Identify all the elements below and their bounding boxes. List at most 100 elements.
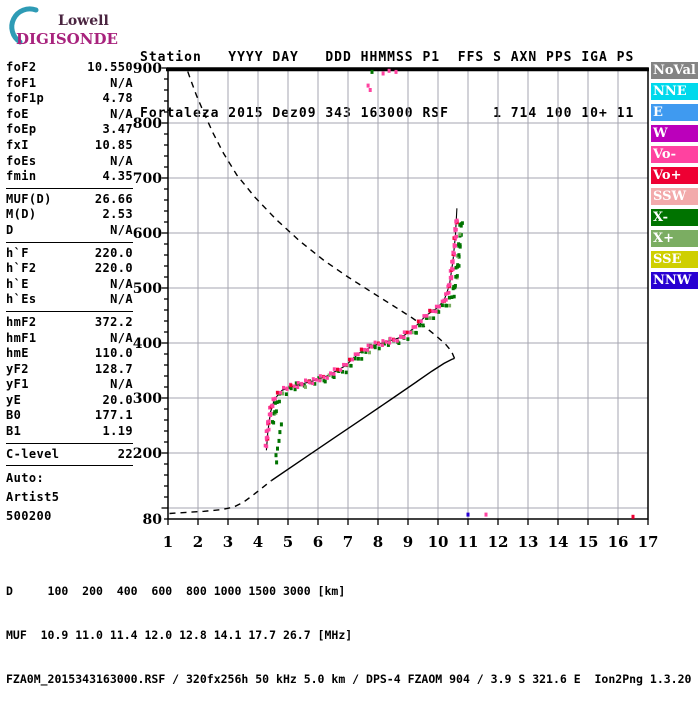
param-group-divider (6, 442, 133, 444)
param-value: 177.1 (94, 408, 133, 423)
param-label: fxI (6, 137, 29, 152)
characteristics-panel: foF2 10.550 foF1 N/A foF1p 4.78 foE N/A foEp 3.47… (6, 60, 133, 526)
svg-text:700: 700 (133, 171, 162, 187)
param-label: h`E (6, 276, 29, 291)
param-value: 4.35 (102, 169, 133, 184)
param-value: N/A (110, 330, 133, 345)
param-row-mufd: MUF(D) 26.66 (6, 192, 133, 208)
param-value: 110.0 (94, 346, 133, 361)
param-value: N/A (110, 377, 133, 392)
param-label: MUF(D) (6, 191, 52, 206)
param-label: foEs (6, 153, 37, 168)
param-value: 3.47 (102, 122, 133, 137)
param-label: h`F (6, 245, 29, 260)
param-label: M(D) (6, 207, 37, 222)
legend-label: NNW (653, 273, 692, 288)
legend-item-noval: NoVal (651, 62, 698, 79)
param-footer-line: 500200 (6, 509, 52, 524)
param-row-b1: B1 1.19 (6, 424, 133, 440)
svg-text:80: 80 (143, 512, 163, 528)
svg-text:13: 13 (518, 533, 539, 551)
param-label: foF1 (6, 75, 37, 90)
param-group-divider (6, 187, 133, 189)
legend-item-vo: Vo- (651, 146, 698, 163)
svg-text:300: 300 (133, 391, 162, 407)
param-row-foes: foEs N/A (6, 154, 133, 170)
legend-label: NNE (653, 84, 687, 99)
legend-item-sse: SSE (651, 251, 698, 268)
legend-item-nne: NNE (651, 83, 698, 100)
param-row-ye: yE 20.0 (6, 393, 133, 409)
logo-arc-icon: Lowell DIGISONDE (9, 6, 118, 48)
svg-text:16: 16 (608, 533, 629, 551)
legend-label: X- (653, 210, 669, 225)
param-row-hf: h`F 220.0 (6, 246, 133, 262)
footer-muf-row: MUF 10.9 11.0 11.4 12.0 12.8 14.1 17.7 2… (6, 627, 353, 642)
param-label: B0 (6, 408, 22, 423)
param-group-divider (6, 241, 133, 243)
echo-color-legend: NoVal NNE E W Vo- Vo+ SSW X- X+ SSE NNW (651, 62, 698, 293)
param-value: 4.78 (102, 91, 133, 106)
param-value: 20.0 (102, 392, 133, 407)
svg-text:17: 17 (638, 533, 659, 551)
svg-text:500: 500 (133, 281, 162, 297)
legend-item-vo: Vo+ (651, 167, 698, 184)
svg-text:5: 5 (283, 533, 293, 551)
param-value: 1.19 (102, 424, 133, 439)
param-row-d: D N/A (6, 223, 133, 239)
param-row-hf2: h`F2 220.0 (6, 261, 133, 277)
svg-text:15: 15 (578, 533, 599, 551)
param-label: C-level (6, 446, 60, 461)
legend-label: SSE (653, 252, 682, 267)
param-value: N/A (110, 292, 133, 307)
svg-text:2: 2 (193, 533, 203, 551)
param-value: N/A (110, 106, 133, 121)
param-label: h`F2 (6, 261, 37, 276)
footer-info-row: FZA0M_2015343163000.RSF / 320fx256h 50 k… (6, 671, 692, 686)
param-row-fxi: fxI 10.85 (6, 138, 133, 154)
param-row-hes: h`Es N/A (6, 292, 133, 308)
legend-item-w: W (651, 125, 698, 142)
param-value: 22 (117, 446, 133, 461)
param-value: 10.550 (87, 60, 133, 74)
param-row-fof2: foF2 10.550 (6, 60, 133, 76)
param-row-yf1: yF1 N/A (6, 377, 133, 393)
svg-text:3: 3 (223, 533, 233, 551)
legend-label: SSW (653, 189, 687, 204)
param-group-divider (6, 465, 133, 467)
param-label: foE (6, 106, 29, 121)
digisonde-ionogram-screen: { "logo": { "top": "Lowell", "bottom": "… (6, 6, 698, 686)
param-footer-line: Auto: (6, 471, 45, 486)
svg-text:200: 200 (133, 446, 162, 462)
svg-text:9: 9 (403, 533, 413, 551)
param-row-b0: B0 177.1 (6, 408, 133, 424)
param-footer-line: Artist5 (6, 490, 60, 505)
param-row-fmin: fmin 4.35 (6, 169, 133, 185)
param-value: N/A (110, 75, 133, 90)
param-value: N/A (110, 153, 133, 168)
param-label: foF2 (6, 60, 37, 74)
param-value: 10.85 (94, 137, 133, 152)
legend-label: W (653, 126, 668, 141)
svg-text:600: 600 (133, 226, 162, 242)
svg-text:6: 6 (313, 533, 323, 551)
legend-item-x: X+ (651, 230, 698, 247)
param-row-foep: foEp 3.47 (6, 122, 133, 138)
param-label: yF1 (6, 377, 29, 392)
param-label: hmF1 (6, 330, 37, 345)
param-row-md: M(D) 2.53 (6, 207, 133, 223)
param-value: 372.2 (94, 314, 133, 329)
header-line-columns: Station YYYY DAY DDD HHMMSS P1 FFS S AXN… (140, 50, 635, 65)
param-label: fmin (6, 169, 37, 184)
svg-text:10: 10 (428, 533, 449, 551)
param-label: hmF2 (6, 314, 37, 329)
param-value: 2.53 (102, 207, 133, 222)
legend-label: Vo+ (653, 168, 682, 183)
param-value: 220.0 (94, 245, 133, 260)
legend-label: Vo- (653, 147, 676, 162)
legend-item-ssw: SSW (651, 188, 698, 205)
legend-label: NoVal (653, 63, 696, 78)
param-label: foEp (6, 122, 37, 137)
legend-item-x: X- (651, 209, 698, 226)
